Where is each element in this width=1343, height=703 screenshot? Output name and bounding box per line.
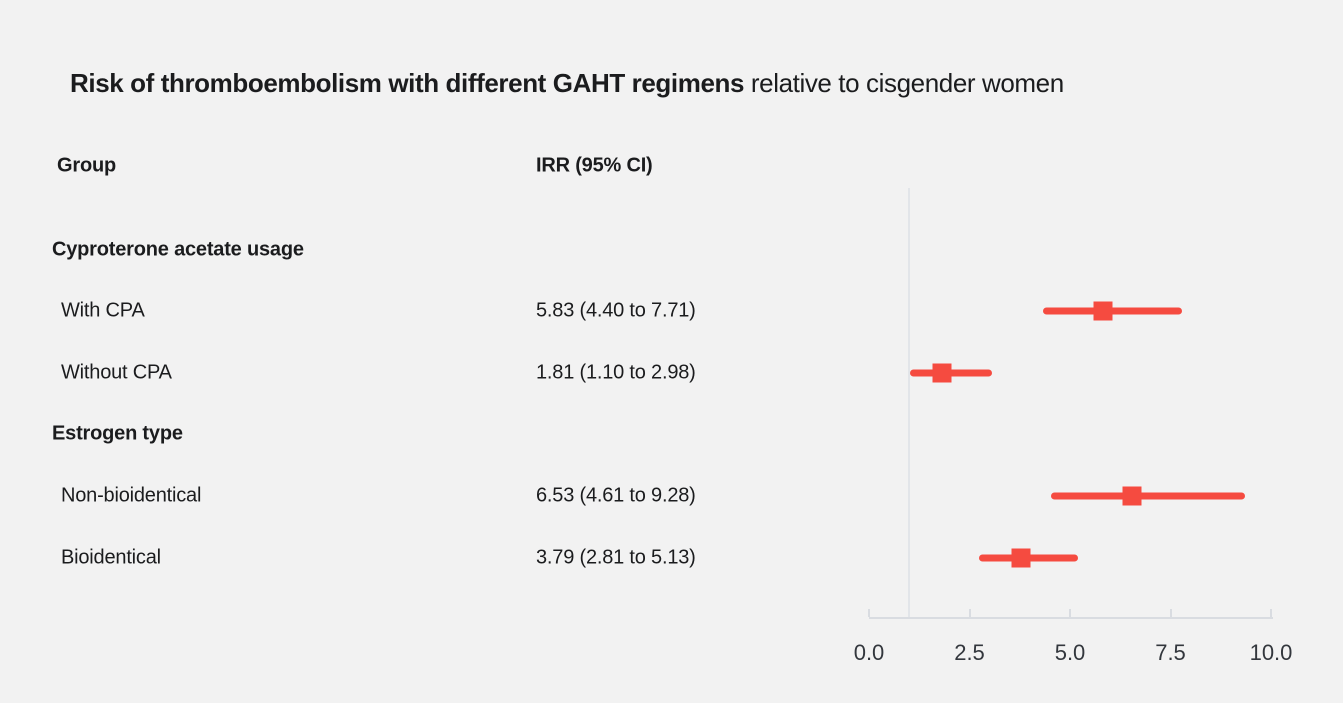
point-estimate-without-cpa <box>932 363 952 383</box>
x-tick-label: 10.0 <box>1249 640 1293 665</box>
row-label-without-cpa: Without CPA <box>61 361 172 384</box>
x-axis-tick <box>1270 609 1272 617</box>
row-value-without-cpa: 1.81 (1.10 to 2.98) <box>536 361 696 384</box>
row-label-with-cpa: With CPA <box>61 299 145 322</box>
chart-title: Risk of thromboembolism with different G… <box>70 68 1064 99</box>
x-tick-label: 0.0 <box>853 640 885 665</box>
ci-bar-non-bioidentical <box>1051 492 1246 500</box>
x-axis-tick <box>968 609 971 617</box>
row-value-with-cpa: 5.83 (4.40 to 7.71) <box>536 299 696 322</box>
point-estimate-bioidentical <box>1011 548 1031 568</box>
point-estimate-with-cpa <box>1093 301 1113 321</box>
point-estimate-non-bioidentical <box>1122 486 1141 506</box>
x-axis-tick <box>1169 609 1172 617</box>
row-value-bioidentical: 3.79 (2.81 to 5.13) <box>536 546 696 569</box>
x-tick-label: 7.5 <box>1155 640 1186 665</box>
group-header-cyproterone: Cyproterone acetate usage <box>52 238 304 261</box>
group-header-estrogen: Estrogen type <box>52 422 183 445</box>
column-header-irr: IRR (95% CI) <box>536 154 653 177</box>
chart-title-main: Risk of thromboembolism with different G… <box>70 68 745 98</box>
row-label-non-bioidentical: Non-bioidentical <box>61 484 202 507</box>
x-axis-tick <box>868 609 870 617</box>
row-value-non-bioidentical: 6.53 (4.61 to 9.28) <box>536 484 696 507</box>
row-label-bioidentical: Bioidentical <box>61 546 161 569</box>
column-header-group: Group <box>57 154 116 177</box>
x-tick-label: 2.5 <box>954 640 985 665</box>
chart-title-suffix: relative to cisgender women <box>744 68 1064 98</box>
x-axis-tick <box>1069 609 1071 617</box>
x-axis-line <box>869 617 1273 619</box>
reference-line <box>908 188 911 618</box>
x-tick-label: 5.0 <box>1054 640 1086 665</box>
